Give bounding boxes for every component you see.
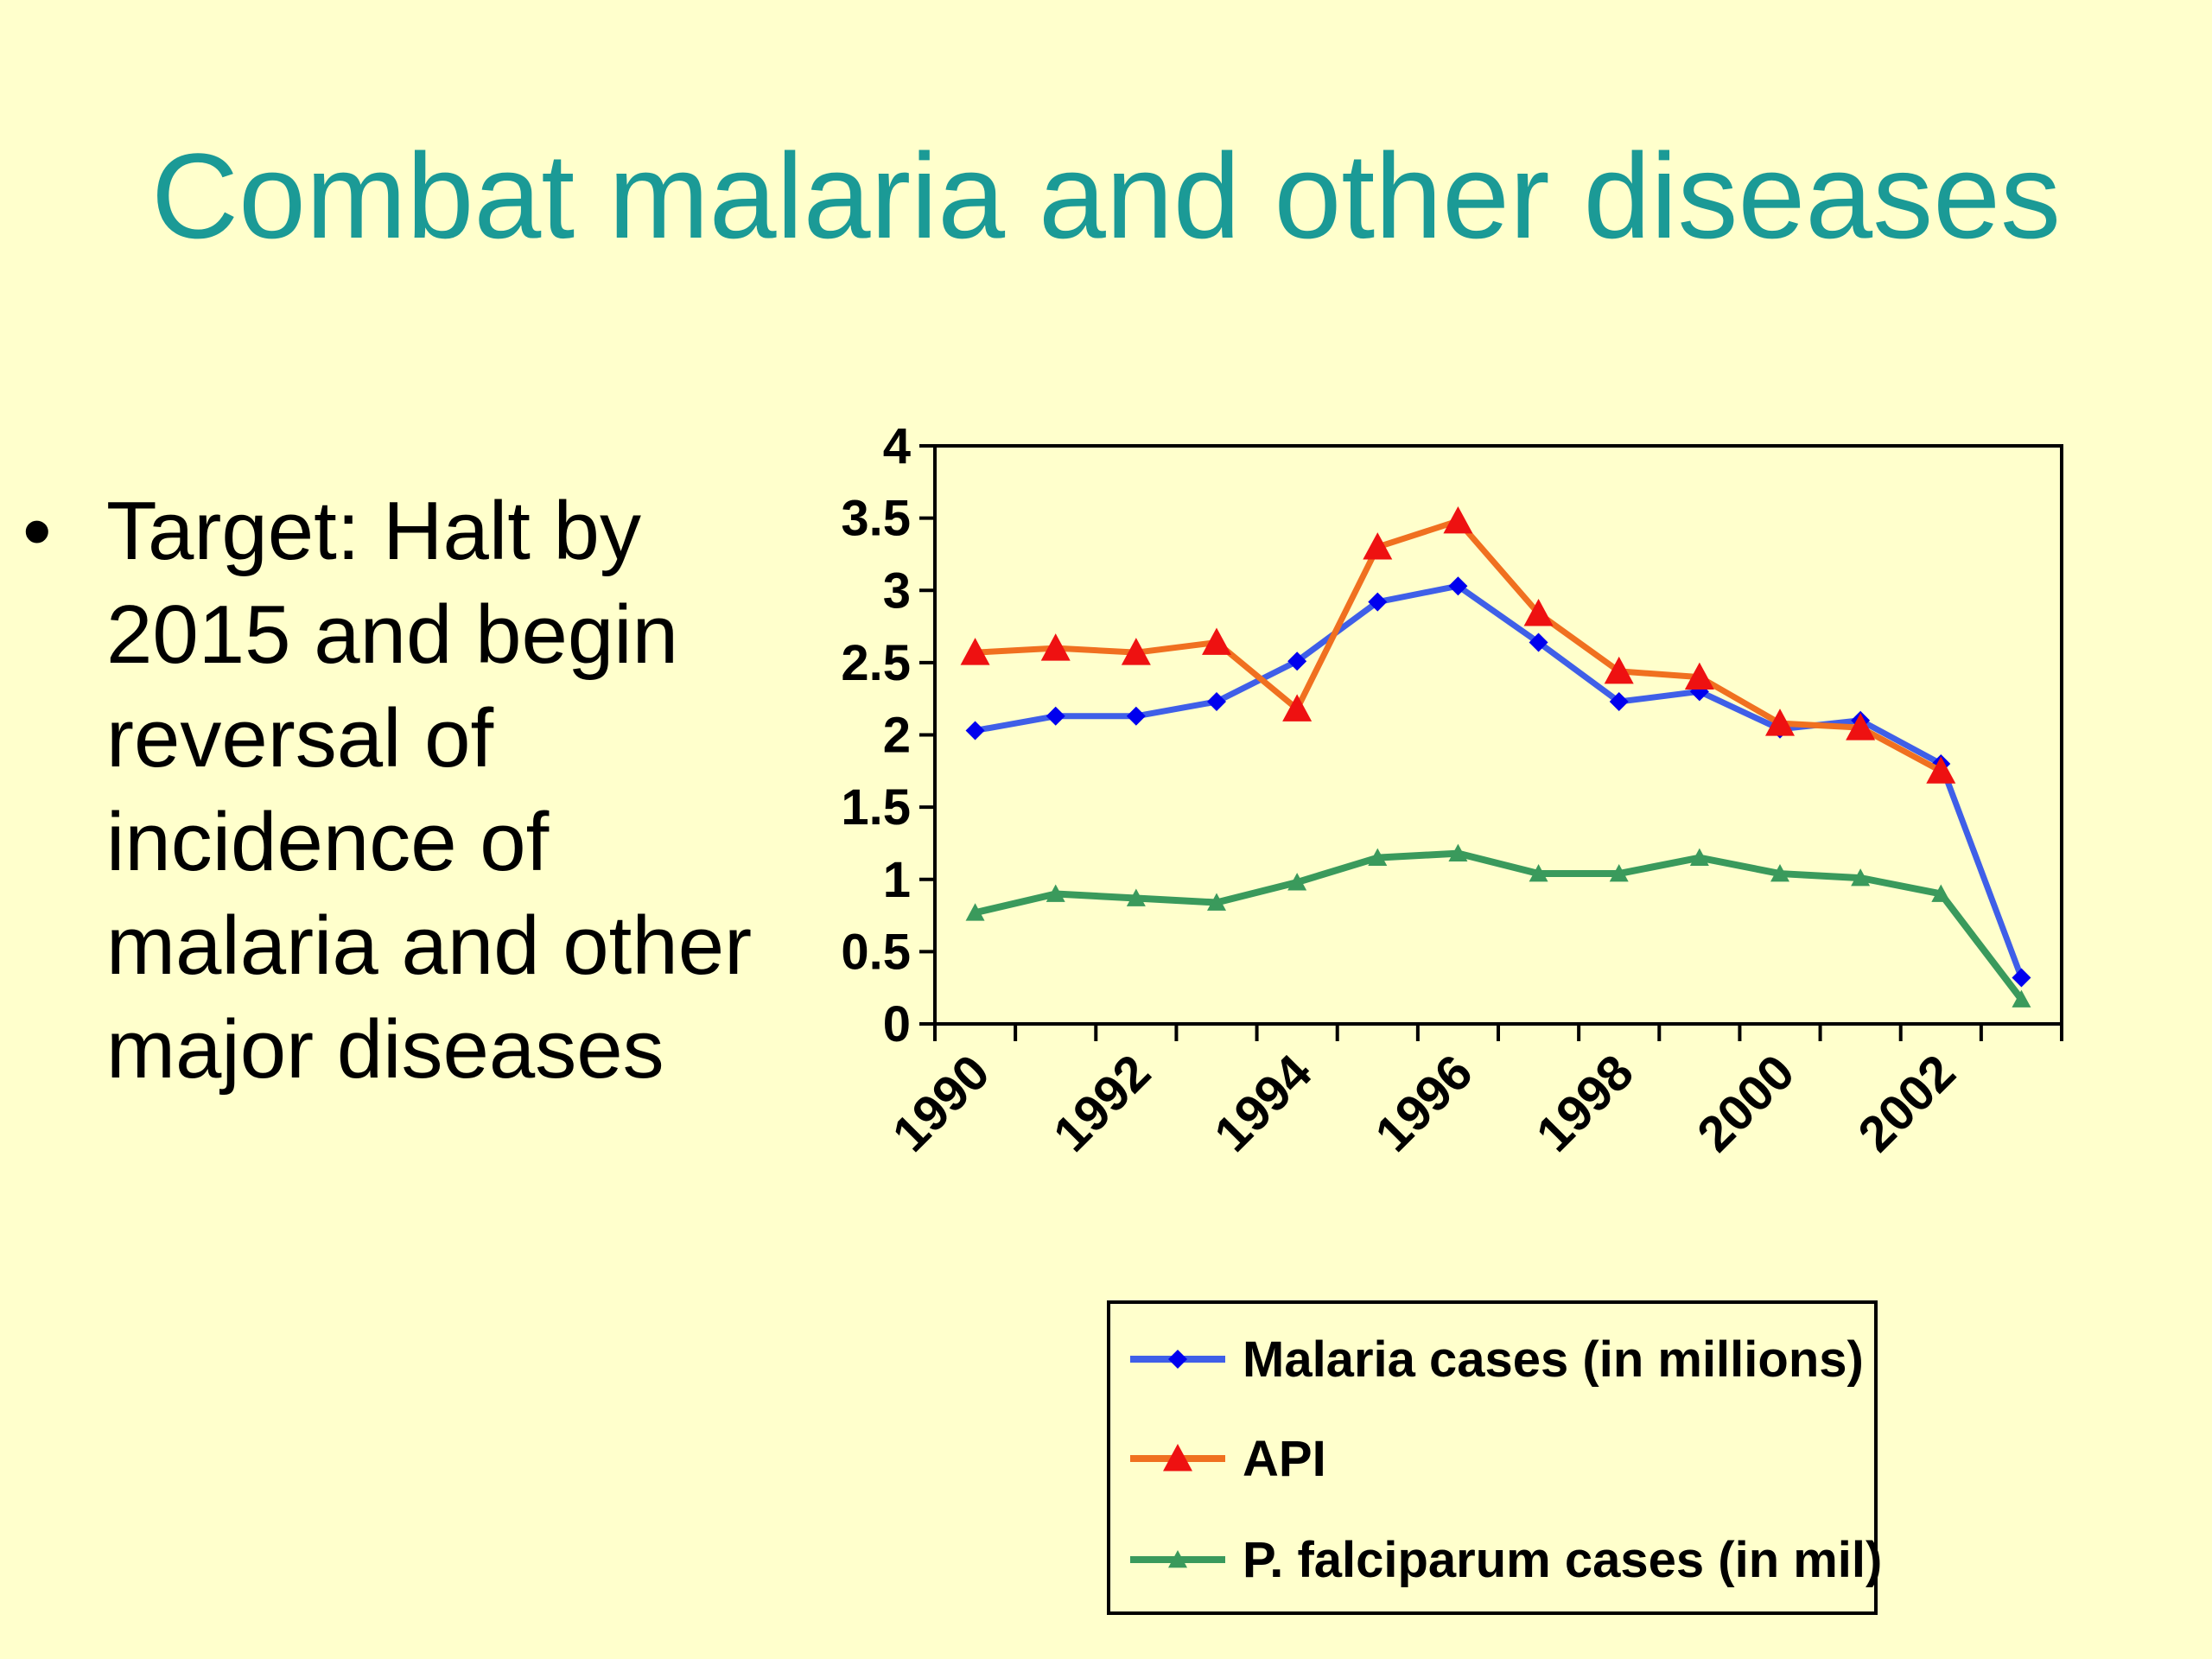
data-point (1207, 692, 1226, 712)
x-tick-label: 1990 (882, 1044, 1001, 1162)
series-line (975, 518, 1942, 774)
data-point (1287, 873, 1307, 891)
series-line (974, 849, 2024, 1001)
data-point (1287, 652, 1307, 671)
data-point (1684, 662, 1714, 690)
series-2 (965, 843, 2031, 1007)
data-point (1851, 868, 1871, 887)
data-point (1126, 706, 1146, 726)
data-point (1443, 505, 1473, 534)
data-point (1046, 884, 1065, 902)
data-point (1529, 864, 1548, 882)
y-tick-label: 3.5 (841, 491, 911, 547)
data-point (1207, 893, 1226, 911)
data-point (1846, 713, 1876, 741)
y-tick-label: 0 (883, 996, 911, 1052)
data-point (965, 721, 985, 741)
data-point (965, 903, 985, 921)
data-point (1529, 632, 1548, 652)
x-tick-label: 1994 (1204, 1044, 1322, 1162)
data-point (960, 638, 990, 665)
data-point (1040, 633, 1071, 661)
series-line (974, 582, 2024, 979)
legend-box (1107, 1300, 1878, 1615)
y-tick-label: 4 (883, 418, 911, 474)
data-point (2012, 989, 2031, 1007)
data-point (1363, 532, 1393, 560)
series-1 (960, 505, 1956, 784)
legend-marker (1163, 1444, 1192, 1471)
bullet-text: Target: Halt by 2015 and begin reversal … (106, 485, 753, 1096)
data-point (1368, 848, 1388, 867)
data-point (1609, 864, 1629, 882)
data-point (1202, 627, 1231, 655)
x-tick-label: 2002 (1847, 1044, 1966, 1162)
data-point (1689, 848, 1709, 867)
data-point (1931, 884, 1951, 902)
legend-item: Malaria cases (in millions) (1130, 1332, 1864, 1388)
series-0 (965, 576, 2031, 988)
data-point (1126, 888, 1146, 906)
legend-item: P. falciparum cases (in mil) (1130, 1532, 1882, 1588)
bullet-symbol: • (22, 485, 52, 577)
data-point (1770, 864, 1789, 882)
data-point (1282, 694, 1313, 721)
data-point (1368, 592, 1388, 612)
series-group (960, 505, 2031, 1007)
data-point (1448, 843, 1468, 861)
x-tick-label: 1998 (1526, 1044, 1644, 1162)
data-point (1926, 756, 1956, 784)
legend-marker (1168, 1350, 1187, 1369)
data-point (1604, 656, 1634, 684)
y-tick-label: 2.5 (841, 635, 911, 691)
legend: Malaria cases (in millions) API P. falcipa… (1107, 1300, 1882, 1615)
legend-marker (1168, 1550, 1187, 1568)
legend-item: API (1130, 1431, 1326, 1487)
data-point (1523, 599, 1554, 626)
x-tick-label: 2000 (1687, 1044, 1805, 1162)
y-tick-label: 1 (883, 852, 911, 908)
legend-label: P. falciparum cases (in mil) (1243, 1532, 1882, 1588)
slide-title: Combat malaria and other diseases (150, 128, 2062, 264)
y-tick-label: 3 (883, 563, 911, 619)
data-point (1121, 638, 1151, 665)
y-tick-label: 2 (883, 708, 911, 764)
legend-label: API (1243, 1431, 1326, 1487)
data-point (1046, 706, 1065, 726)
legend-label: Malaria cases (in millions) (1243, 1332, 1864, 1388)
x-tick-label: 1996 (1364, 1044, 1483, 1162)
data-point (1448, 576, 1468, 596)
y-tick-label: 0.5 (841, 924, 911, 980)
data-point (1765, 709, 1795, 736)
x-tick-label: 1992 (1043, 1044, 1161, 1162)
data-point (1609, 692, 1629, 712)
y-tick-label: 1.5 (841, 779, 911, 836)
data-point (2012, 968, 2031, 988)
